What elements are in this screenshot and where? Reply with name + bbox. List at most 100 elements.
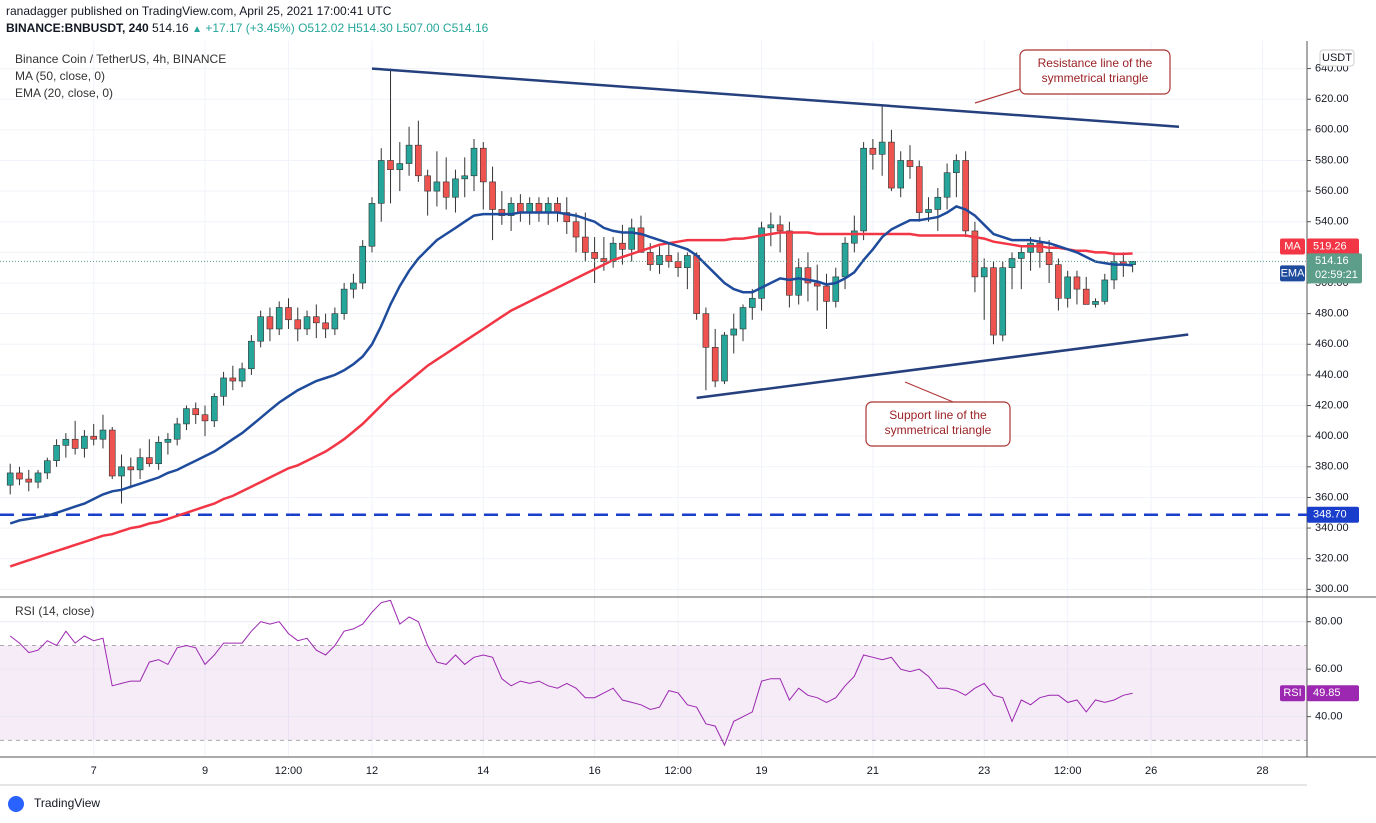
x-tick-label: 23 bbox=[978, 765, 990, 777]
candle-body bbox=[81, 435, 88, 449]
candle-body bbox=[804, 267, 812, 284]
symbol-line: BINANCE:BNBUSDT, 240 514.16 ▲ +17.17 (+3… bbox=[6, 21, 489, 35]
last-price: 514.16 bbox=[1315, 255, 1349, 267]
candle-body bbox=[776, 224, 784, 232]
x-tick-label: 26 bbox=[1145, 765, 1157, 777]
candle-body bbox=[609, 242, 617, 262]
y-tick-label: 360.00 bbox=[1315, 491, 1349, 503]
rsi-tag-text: RSI bbox=[1283, 687, 1301, 699]
candle-body bbox=[869, 147, 877, 155]
ma1-tag bbox=[1280, 265, 1305, 282]
rsi-value: 49.85 bbox=[1313, 687, 1341, 699]
published-line: ranadagger published on TradingView.com,… bbox=[6, 4, 392, 18]
candle-body bbox=[999, 267, 1007, 336]
x-tick-label: 12:00 bbox=[664, 765, 692, 777]
candle-body bbox=[452, 178, 459, 198]
candle-body bbox=[619, 242, 626, 250]
legend-entry: EMA (20, close, 0) bbox=[15, 86, 113, 100]
ma0-tag-text: MA bbox=[1284, 240, 1301, 252]
candle-body bbox=[674, 261, 682, 268]
candle-body bbox=[285, 307, 292, 321]
candle-body bbox=[387, 160, 394, 170]
candle-body bbox=[646, 252, 654, 265]
candle-body bbox=[851, 230, 858, 244]
x-tick-label: 19 bbox=[755, 765, 767, 777]
ma0-value-box bbox=[1307, 238, 1359, 255]
close: C514.16 bbox=[443, 21, 489, 35]
candle-body bbox=[795, 267, 802, 296]
candle-body bbox=[1082, 288, 1090, 305]
candle-body bbox=[479, 147, 487, 183]
up-arrow: ▲ bbox=[192, 24, 202, 35]
candle-body bbox=[628, 227, 636, 250]
y-tick-label: 320.00 bbox=[1315, 553, 1349, 565]
rsi-value-box bbox=[1307, 685, 1359, 702]
candle-body bbox=[934, 196, 942, 210]
y-tick-label: 420.00 bbox=[1315, 399, 1349, 411]
x-tick-label: 21 bbox=[867, 765, 879, 777]
candle-body bbox=[71, 438, 79, 449]
candle-body bbox=[832, 276, 840, 302]
logo bbox=[8, 796, 24, 812]
candle-body bbox=[146, 457, 153, 465]
candle-body bbox=[201, 414, 209, 422]
candle-body bbox=[582, 236, 589, 253]
candle-body bbox=[767, 224, 775, 229]
y-tick-label: 400.00 bbox=[1315, 430, 1349, 442]
candle-body bbox=[62, 438, 70, 446]
currency: USDT bbox=[1322, 52, 1352, 64]
candle-body bbox=[517, 203, 524, 213]
candle-body bbox=[322, 322, 329, 330]
candle-body bbox=[396, 163, 404, 170]
candle-body bbox=[220, 377, 227, 397]
candle-body bbox=[136, 457, 144, 471]
candle-body bbox=[470, 147, 478, 177]
y-tick-label: 560.00 bbox=[1315, 185, 1349, 197]
x-tick-label: 12 bbox=[366, 765, 378, 777]
y-tick-label: 60.00 bbox=[1315, 663, 1343, 675]
y-tick-label: 480.00 bbox=[1315, 308, 1349, 320]
candle-body bbox=[980, 267, 988, 278]
candle-body bbox=[433, 181, 441, 192]
candle-body bbox=[730, 328, 738, 336]
candle-body bbox=[34, 472, 42, 483]
y-tick-label: 540.00 bbox=[1315, 216, 1349, 228]
low: L507.00 bbox=[396, 21, 440, 35]
candle-body bbox=[915, 166, 923, 213]
candle-body bbox=[359, 245, 366, 284]
candle-body bbox=[350, 282, 357, 290]
candle-body bbox=[665, 255, 673, 262]
candle-body bbox=[53, 445, 60, 461]
annotation-text: Resistance line of the bbox=[1038, 56, 1153, 70]
candle-body bbox=[813, 282, 821, 287]
y-tick-label: 300.00 bbox=[1315, 583, 1349, 595]
last-price-box bbox=[1307, 253, 1362, 284]
footer: TradingView bbox=[8, 796, 100, 812]
candle-body bbox=[1017, 252, 1025, 259]
y-tick-label: 380.00 bbox=[1315, 461, 1349, 473]
candle-body bbox=[1064, 276, 1071, 299]
y-tick-label: 80.00 bbox=[1315, 616, 1343, 628]
candle-body bbox=[173, 423, 181, 440]
candle-body bbox=[554, 203, 561, 213]
candle-body bbox=[1073, 276, 1081, 290]
trendline bbox=[371, 67, 1180, 129]
annotation-text: symmetrical triangle bbox=[1042, 71, 1149, 85]
candle-body bbox=[971, 230, 979, 278]
y-tick-label: 620.00 bbox=[1315, 93, 1349, 105]
x-tick-label: 9 bbox=[202, 765, 208, 777]
candle-body bbox=[442, 181, 450, 198]
annotation-text: symmetrical triangle bbox=[885, 423, 992, 437]
y-tick-label: 340.00 bbox=[1315, 522, 1349, 534]
ma-line bbox=[9, 231, 1133, 568]
annotation-box bbox=[865, 401, 1011, 447]
candle-body bbox=[25, 478, 33, 483]
candle-body bbox=[16, 472, 23, 480]
candle-body bbox=[962, 160, 969, 232]
candle-body bbox=[693, 255, 700, 314]
candle-body bbox=[823, 285, 830, 302]
annotation-text: Support line of the bbox=[889, 408, 987, 422]
candle-body bbox=[90, 435, 97, 440]
candle-body bbox=[210, 396, 218, 422]
candle-body bbox=[748, 298, 756, 308]
